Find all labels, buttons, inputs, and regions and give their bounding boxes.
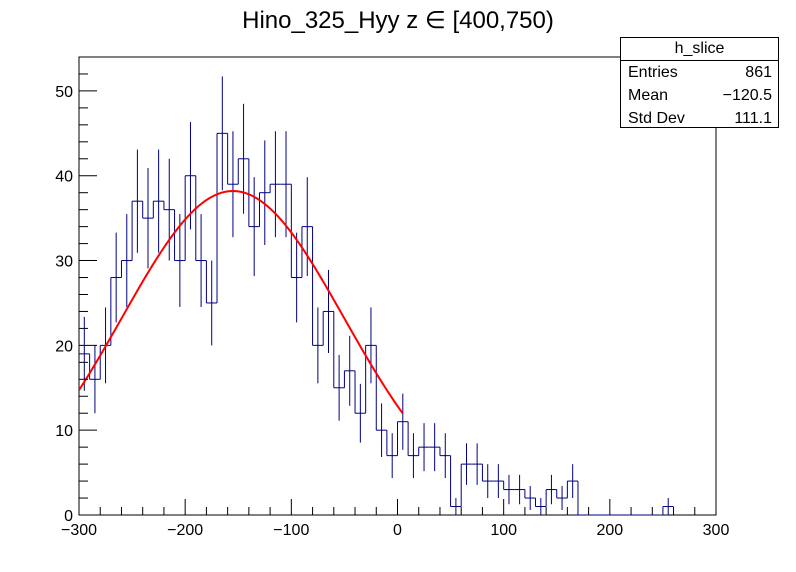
x-tick-label: −200	[167, 522, 203, 539]
stats-label: Mean	[628, 87, 669, 104]
y-tick-label: 30	[55, 254, 73, 271]
x-tick-label: −300	[61, 522, 97, 539]
y-tick-label: 0	[64, 508, 73, 525]
y-tick-label: 20	[55, 338, 73, 355]
stats-value: −120.5	[722, 87, 772, 104]
x-tick-label: 300	[703, 522, 730, 539]
stats-label: Entries	[628, 64, 678, 81]
y-tick-label: 50	[55, 84, 73, 101]
stats-row-entries: Entries 861	[621, 61, 778, 84]
chart-title: Hino_325_Hyy z ∈ [400,750)	[242, 7, 554, 34]
y-tick-label: 40	[55, 169, 73, 186]
x-tick-label: −100	[273, 522, 309, 539]
x-tick-label: 100	[490, 522, 517, 539]
stats-label: Std Dev	[628, 110, 685, 127]
stats-value: 111.1	[734, 110, 772, 127]
y-tick-label: 10	[55, 423, 73, 440]
stats-box: h_slice Entries 861 Mean −120.5 Std Dev …	[620, 37, 779, 128]
stats-row-stddev: Std Dev 111.1	[621, 107, 778, 130]
gaussian-fit-curve	[78, 190, 404, 415]
stats-row-mean: Mean −120.5	[621, 84, 778, 107]
stats-box-title: h_slice	[621, 38, 778, 61]
x-tick-label: 0	[393, 522, 402, 539]
x-tick-label: 200	[596, 522, 623, 539]
stats-value: 861	[745, 64, 772, 81]
